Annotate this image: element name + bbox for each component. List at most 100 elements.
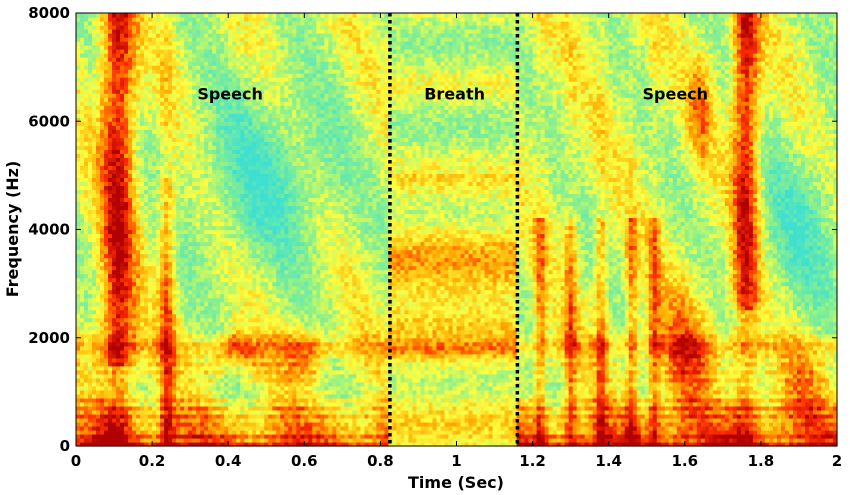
spectrogram-cell [240,81,245,86]
spectrogram-cell [156,45,161,50]
spectrogram-cell [192,229,197,235]
spectrogram-cell [132,265,137,271]
spectrogram-cell [156,357,161,363]
spectrogram-cell [96,221,101,227]
spectrogram-cell [104,29,109,34]
spectrogram-cell [260,385,265,391]
spectrogram-cell [192,257,197,263]
spectrogram-cell [156,265,161,271]
spectrogram-cell [84,141,89,146]
spectrogram-cell [208,417,213,423]
spectrogram-cell [180,441,185,447]
spectrogram-cell [216,377,221,383]
spectrogram-cell [76,241,81,247]
spectrogram-cell [116,301,121,307]
spectrogram-cell [148,425,153,431]
spectrogram-cell [180,25,185,30]
spectrogram-cell [256,129,261,134]
spectrogram-cell [112,345,117,351]
spectrogram-cell [136,21,141,26]
spectrogram-cell [236,441,241,447]
spectrogram-cell [160,325,165,331]
spectrogram-cell [144,253,149,259]
spectrogram-cell [80,225,85,231]
spectrogram-cell [104,145,109,150]
spectrogram-cell [184,165,189,170]
spectrogram-cell [256,57,261,62]
spectrogram-cell [136,265,141,271]
spectrogram-cell [100,373,105,379]
spectrogram-cell [100,417,105,423]
spectrogram-cell [228,97,233,102]
spectrogram-cell [180,341,185,347]
spectrogram-cell [196,289,201,295]
spectrogram-cell [92,161,97,166]
spectrogram-cell [96,301,101,307]
spectrogram-cell [112,413,117,419]
spectrogram-cell [156,169,161,174]
spectrogram-cell [232,321,237,327]
spectrogram-cell [212,201,217,207]
spectrogram-cell [232,437,237,443]
spectrogram-cell [112,337,117,343]
spectrogram-cells [76,13,838,447]
spectrogram-cell [100,237,105,243]
spectrogram-cell [188,437,193,443]
spectrogram-cell [164,161,169,166]
spectrogram-cell [184,205,189,211]
spectrogram-cell [240,329,245,335]
spectrogram-cell [184,301,189,307]
spectrogram-cell [252,381,257,387]
spectrogram-cell [236,21,241,26]
spectrogram-cell [128,21,133,26]
spectrogram-cell [96,121,101,126]
spectrogram-cell [180,293,185,299]
spectrogram-cell [184,417,189,423]
spectrogram-cell [216,253,221,259]
spectrogram-cell [152,317,157,323]
spectrogram-cell [176,189,181,195]
spectrogram-cell [108,425,113,431]
spectrogram-cell [236,229,241,235]
spectrogram-cell [116,349,121,355]
spectrogram-cell [192,361,197,367]
spectrogram-cell [172,221,177,227]
spectrogram-cell [232,413,237,419]
spectrogram-cell [80,185,85,191]
spectrogram-cell [244,105,249,110]
spectrogram-cell [256,237,261,243]
spectrogram-cell [124,117,129,122]
spectrogram-cell [252,245,257,251]
spectrogram-cell [108,361,113,367]
spectrogram-cell [112,405,117,411]
spectrogram-cell [116,345,121,351]
spectrogram-cell [124,369,129,375]
spectrogram-cell [144,197,149,203]
spectrogram-cell [200,197,205,203]
spectrogram-cell [260,413,265,419]
spectrogram-cell [128,49,133,54]
spectrogram-cell [228,349,233,355]
spectrogram-cell [148,277,153,283]
spectrogram-cell [104,105,109,110]
spectrogram-cell [180,105,185,110]
spectrogram-cell [80,177,85,182]
spectrogram-cell [192,417,197,423]
spectrogram-cell [148,421,153,427]
spectrogram-cell [160,237,165,243]
spectrogram-cell [100,73,105,78]
spectrogram-cell [248,25,253,30]
spectrogram-cell [104,121,109,126]
spectrogram-cell [212,373,217,379]
spectrogram-cell [88,49,93,54]
spectrogram-cell [188,429,193,435]
spectrogram-cell [100,409,105,415]
spectrogram-cell [104,233,109,239]
spectrogram-cell [212,265,217,271]
spectrogram-cell [128,205,133,211]
spectrogram-cell [120,417,125,423]
spectrogram-cell [188,297,193,303]
spectrogram-cell [160,61,165,66]
spectrogram-cell [152,261,157,267]
spectrogram-cell [96,61,101,66]
